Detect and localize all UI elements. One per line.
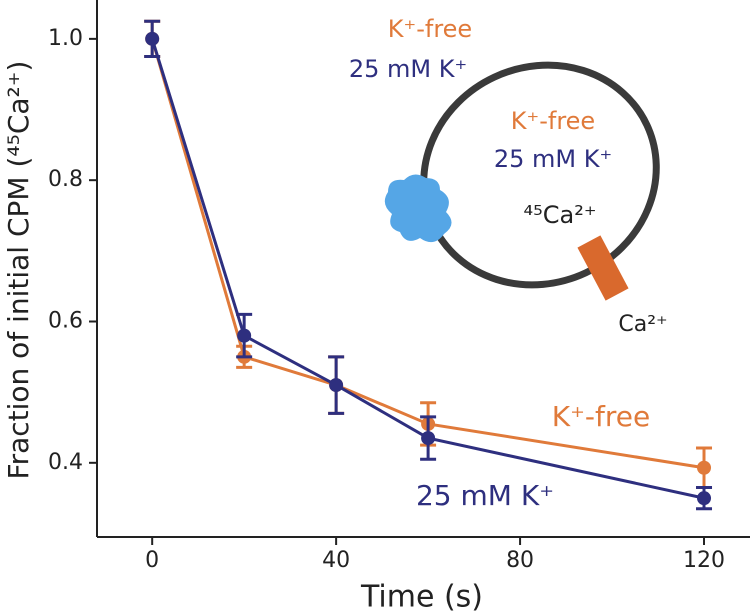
x-axis-title: Time (s) — [360, 580, 483, 615]
cell-diagram — [384, 61, 660, 301]
y-tick-label: 0.4 — [48, 450, 83, 475]
y-tick-label: 0.6 — [48, 308, 83, 333]
channel-icon — [384, 174, 452, 243]
annotation: 25 mM K⁺ — [494, 145, 612, 173]
data-point — [421, 431, 436, 446]
data-point — [237, 328, 252, 343]
y-tick-label: 0.8 — [48, 167, 83, 192]
annotation: K⁺-free — [511, 107, 595, 135]
annotation: ⁴⁵Ca²⁺ — [524, 201, 597, 229]
pump-icon — [577, 235, 629, 301]
data-point — [145, 31, 160, 46]
annotation: K⁺-free — [388, 15, 472, 43]
data-point — [329, 378, 344, 393]
y-axis-title: Fraction of initial CPM (⁴⁵Ca²⁺) — [2, 61, 35, 480]
x-tick-label: 40 — [322, 548, 350, 573]
series-label: K⁺-free — [552, 400, 650, 433]
data-point — [697, 491, 712, 506]
x-tick-label: 0 — [145, 548, 159, 573]
series-label: 25 mM K⁺ — [416, 479, 554, 512]
data-point — [697, 460, 712, 475]
annotation: 25 mM K⁺ — [349, 55, 467, 83]
y-tick-label: 1.0 — [48, 26, 83, 51]
annotation: Ca²⁺ — [618, 312, 667, 337]
x-tick-label: 120 — [683, 548, 725, 573]
x-tick-label: 80 — [506, 548, 534, 573]
